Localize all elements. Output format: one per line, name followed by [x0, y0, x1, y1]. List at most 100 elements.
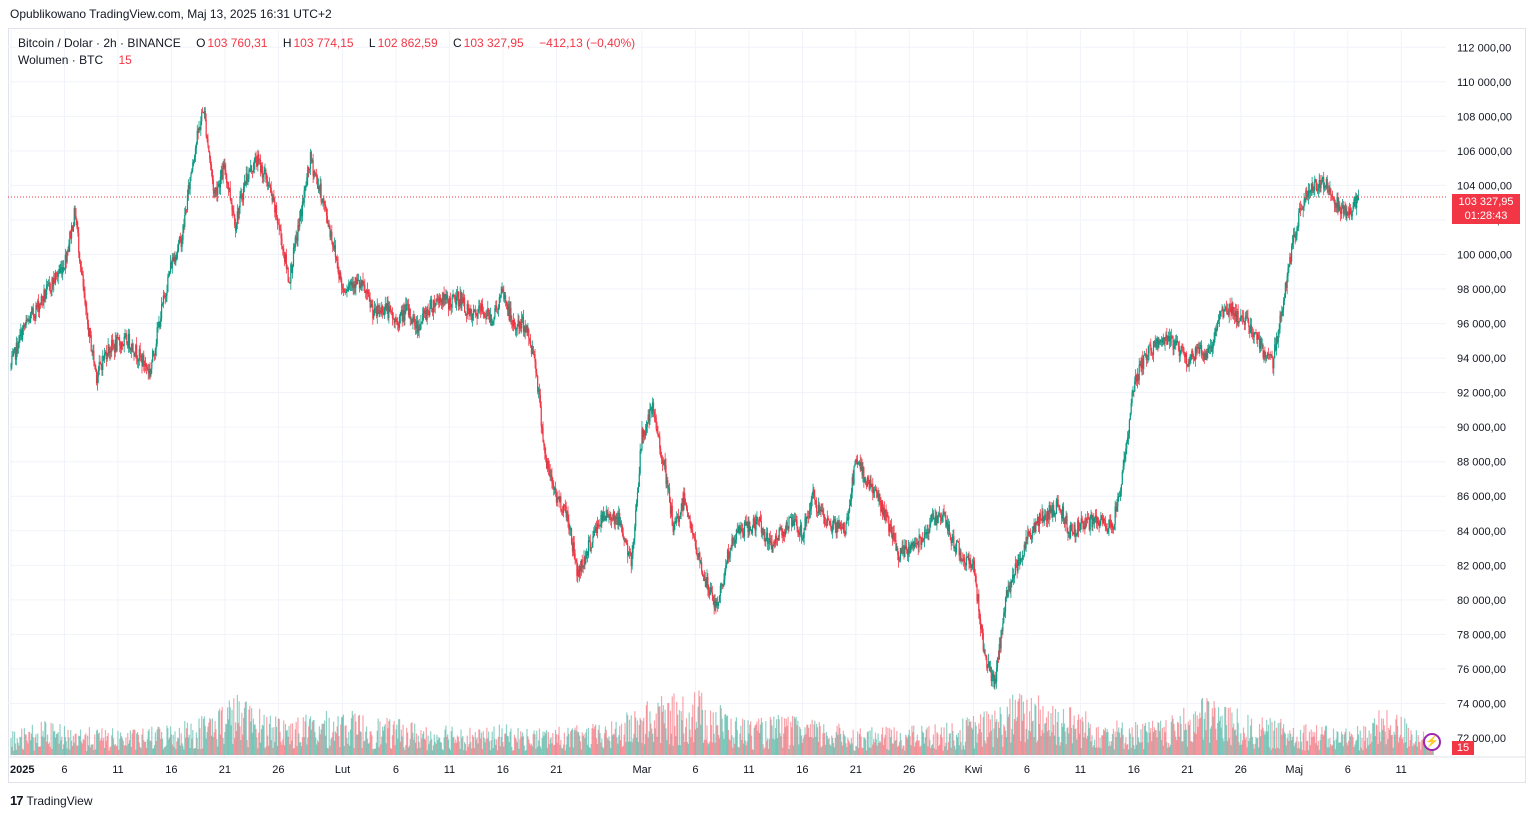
candle-body	[544, 445, 546, 454]
candle-body	[660, 448, 662, 456]
candle-body	[513, 320, 515, 327]
candle-body	[1268, 354, 1270, 355]
candle-body	[432, 300, 435, 313]
candle-body	[784, 530, 787, 536]
candle-body	[716, 602, 718, 606]
candle-body	[1184, 352, 1186, 358]
volume-bar	[1167, 747, 1169, 755]
volume-bar	[521, 732, 524, 755]
candle-body	[76, 219, 78, 228]
volume-bar	[66, 748, 68, 755]
candle-body	[154, 348, 156, 356]
volume-bar	[529, 745, 532, 755]
candle-body	[570, 528, 573, 544]
candle-body	[1191, 350, 1193, 355]
candle-body	[973, 560, 975, 575]
lightning-icon[interactable]: ⚡	[1423, 733, 1441, 751]
candle-body	[289, 282, 291, 284]
candle-body	[906, 549, 909, 555]
y-tick-label: 80 000,00	[1457, 595, 1506, 607]
volume-bar	[619, 740, 622, 755]
volume-bar	[110, 746, 112, 755]
candle-body	[637, 486, 639, 493]
candle-body	[365, 290, 367, 293]
volume-bar	[1329, 737, 1331, 755]
candle-body	[1288, 265, 1290, 268]
volume-bar	[750, 721, 752, 755]
volume-bar	[758, 733, 761, 755]
volume-bar	[799, 726, 801, 755]
candle-body	[788, 517, 790, 529]
candle-body	[1201, 344, 1203, 355]
candle-body	[858, 462, 860, 464]
volume-bar	[870, 747, 872, 755]
volume-bar	[414, 723, 416, 755]
candle-body	[738, 526, 740, 532]
volume-bar	[567, 727, 569, 755]
x-tick-label: 11	[112, 764, 123, 776]
volume-bar	[54, 737, 57, 755]
candle-body	[1078, 520, 1080, 531]
candle-body	[87, 312, 89, 325]
candle-body	[800, 524, 803, 539]
volume-bar	[903, 745, 905, 755]
candle-body	[185, 209, 188, 211]
volume-bar	[294, 729, 296, 755]
volume-bar	[365, 731, 367, 755]
volume-bar	[307, 737, 309, 755]
candle-body	[818, 504, 820, 513]
candle-body	[204, 110, 206, 120]
volume-bar	[87, 735, 89, 755]
candle-body	[273, 195, 275, 201]
candle-body	[496, 305, 498, 309]
volume-bar	[1201, 699, 1203, 755]
candle-body	[809, 509, 811, 511]
volume-bar	[400, 729, 402, 755]
volume-bar	[828, 737, 830, 755]
volume-bar	[725, 714, 727, 755]
volume-bar	[34, 737, 36, 755]
candle-body	[1124, 454, 1126, 459]
volume-bar	[845, 743, 847, 755]
candle-body	[863, 467, 865, 482]
candle-body	[843, 523, 845, 533]
candle-body	[52, 278, 54, 286]
volume-bar	[932, 734, 934, 755]
candle-body	[270, 187, 272, 193]
volume-bar	[732, 747, 734, 755]
candle-body	[43, 290, 45, 302]
candle-body	[1053, 512, 1056, 516]
candle-body	[486, 315, 488, 320]
volume-bar	[501, 728, 503, 755]
candle-body	[674, 520, 676, 525]
candle-body	[525, 326, 527, 333]
volume-bar	[1258, 747, 1260, 755]
volume-bar	[1270, 749, 1272, 755]
candle-body	[1234, 311, 1237, 318]
volume-bar	[117, 730, 119, 755]
tradingview-brand[interactable]: 17 TradingView	[10, 793, 93, 808]
volume-bar	[1110, 741, 1113, 755]
volume-bar	[945, 742, 947, 755]
volume-bar	[607, 739, 609, 755]
volume-bar	[868, 747, 870, 755]
volume-bar	[923, 743, 926, 755]
candle-body	[1300, 208, 1303, 210]
candle-body	[431, 299, 433, 309]
candle-body	[500, 293, 502, 297]
volume-bar	[517, 727, 519, 755]
volume-bar	[703, 739, 705, 755]
candle-body	[318, 185, 320, 191]
volume-bar	[519, 739, 521, 755]
candle-body	[855, 459, 857, 464]
chart-legend: Bitcoin / Dolar · 2h · BINANCE O 103 760,…	[18, 35, 637, 69]
candle-body	[1233, 313, 1236, 318]
candle-body	[257, 154, 259, 166]
volume-bar	[545, 730, 548, 755]
candle-body	[767, 532, 769, 544]
candle-body	[1099, 521, 1101, 527]
volume-bar	[374, 748, 377, 755]
candle-body	[223, 164, 225, 168]
candle-body	[488, 308, 490, 312]
